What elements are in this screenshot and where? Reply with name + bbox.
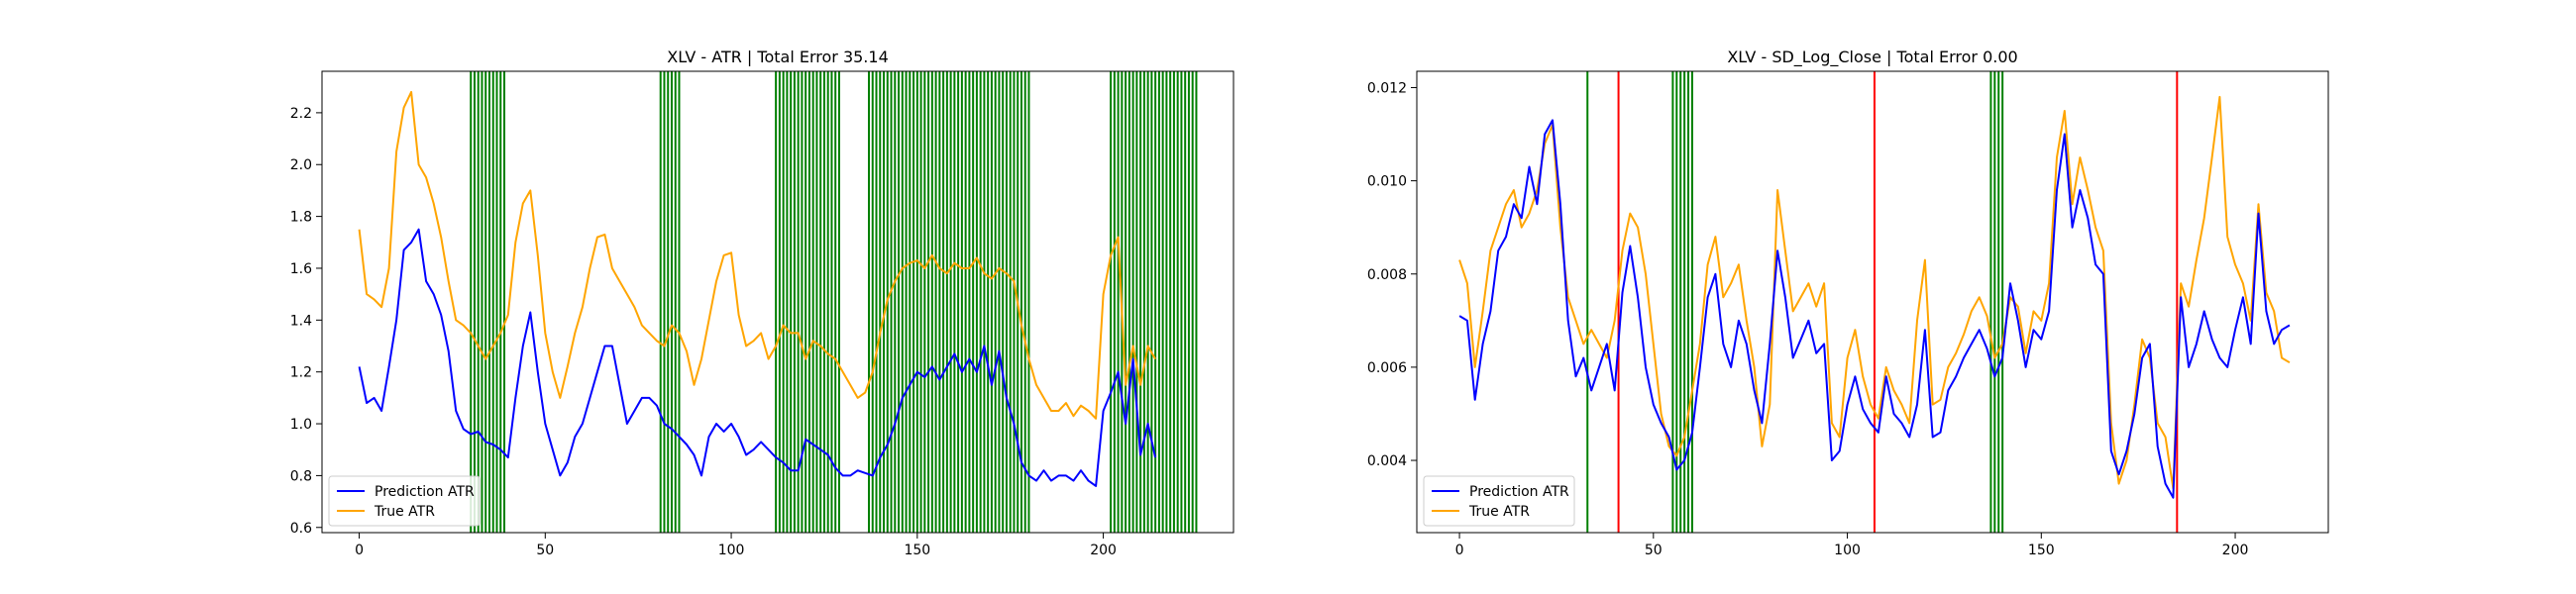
sd-log-close-y-axis: 0.004 0.006 0.008 0.010 0.012 <box>1367 80 1417 469</box>
sd-log-close-plot-frame <box>1416 70 2329 534</box>
atr-legend-label-truth: True ATR <box>374 504 435 520</box>
atr-x-tick-label: 100 <box>718 543 745 558</box>
sd-log-close-legend-box <box>1423 475 1575 527</box>
atr-legend-box <box>328 475 481 527</box>
sd-log-close-x-tick-label: 0 <box>1455 543 1464 558</box>
atr-x-tick-label: 50 <box>536 543 554 558</box>
sd-log-close-chart: XLV - SD_Log_Close | Total Error 0.00 0 5… <box>1367 48 2329 558</box>
sd-log-close-prediction-line <box>1458 119 2291 499</box>
sd-log-close-legend-label-truth: True ATR <box>1468 504 1530 520</box>
atr-y-tick-label: 0.8 <box>290 468 312 484</box>
sd-log-close-x-axis: 0 50 100 150 200 <box>1455 533 2249 558</box>
atr-y-tick-label: 1.4 <box>290 313 312 329</box>
sd-log-close-y-tick-label: 0.004 <box>1367 453 1407 469</box>
sd-log-close-series <box>1458 95 2291 499</box>
sd-log-close-x-tick-label: 50 <box>1645 543 1663 558</box>
sd-log-close-y-tick-label: 0.008 <box>1367 267 1407 283</box>
atr-true-line <box>358 90 1156 420</box>
atr-y-tick-label: 2.2 <box>290 106 312 122</box>
atr-y-tick-label: 1.8 <box>290 210 312 226</box>
atr-y-axis: 0.6 0.8 1.0 1.2 1.4 1.6 1.8 2.0 2.2 <box>290 106 322 537</box>
atr-y-tick-label: 0.6 <box>290 521 312 537</box>
sd-log-close-legend-label-prediction: Prediction ATR <box>1469 484 1569 500</box>
sd-log-close-x-tick-label: 150 <box>2028 543 2055 558</box>
atr-x-tick-label: 0 <box>355 543 364 558</box>
atr-chart-title: XLV - ATR | Total Error 35.14 <box>667 48 889 66</box>
atr-signal-lines <box>470 71 1198 533</box>
sd-log-close-legend: Prediction ATR True ATR <box>1423 475 1575 527</box>
atr-plot-frame <box>321 70 1234 534</box>
atr-x-tick-label: 200 <box>1090 543 1117 558</box>
sd-log-close-y-tick-label: 0.006 <box>1367 360 1407 376</box>
atr-y-tick-label: 1.2 <box>290 365 312 381</box>
atr-prediction-line <box>358 228 1157 487</box>
sd-log-close-x-tick-label: 200 <box>2222 543 2249 558</box>
atr-y-tick-label: 2.0 <box>290 157 312 173</box>
atr-x-axis: 0 50 100 150 200 <box>355 533 1117 558</box>
atr-chart: XLV - ATR | Total Error 35.14 0 50 100 150 2… <box>290 48 1234 558</box>
sd-log-close-y-tick-label: 0.012 <box>1367 80 1407 96</box>
atr-series <box>358 90 1157 487</box>
atr-legend: Prediction ATR True ATR <box>328 475 481 527</box>
sd-log-close-signal-lines <box>1586 71 2179 533</box>
sd-log-close-x-tick-label: 100 <box>1834 543 1861 558</box>
sd-log-close-chart-title: XLV - SD_Log_Close | Total Error 0.00 <box>1727 48 2017 67</box>
atr-y-tick-label: 1.0 <box>290 417 312 433</box>
sd-log-close-y-tick-label: 0.010 <box>1367 174 1407 190</box>
atr-y-tick-label: 1.6 <box>290 261 312 277</box>
atr-legend-label-prediction: Prediction ATR <box>375 484 475 500</box>
atr-x-tick-label: 150 <box>904 543 930 558</box>
